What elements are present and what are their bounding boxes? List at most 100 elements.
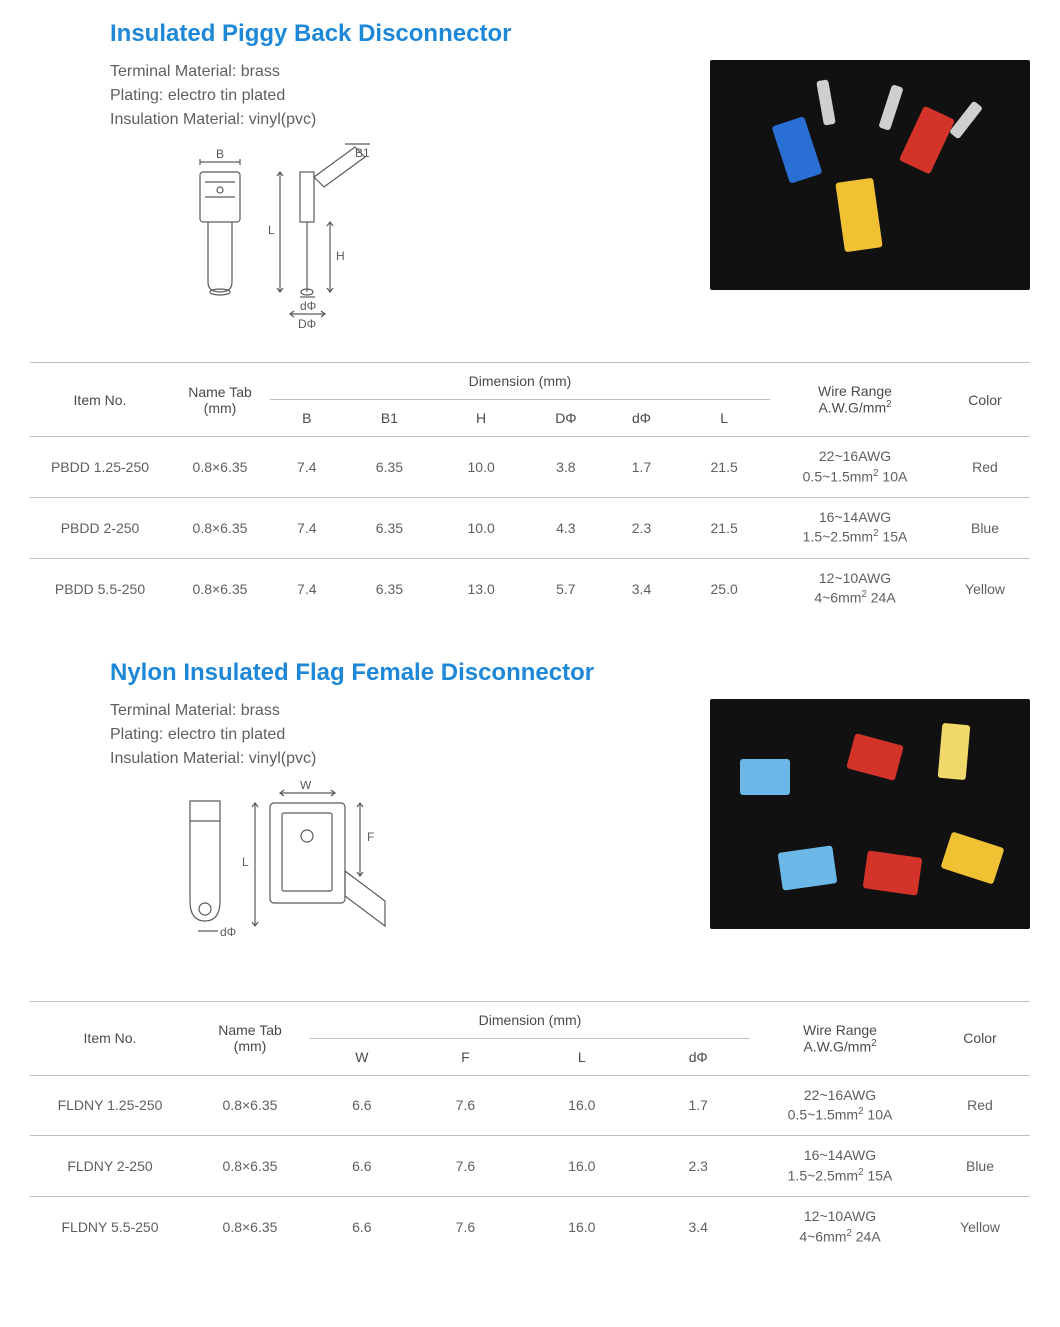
cell-dim: 7.6: [414, 1197, 518, 1257]
th-item: Item No.: [84, 1030, 137, 1046]
spec-plating: Plating: electro tin plated: [110, 84, 690, 108]
diagram-label-d: dΦ: [300, 299, 316, 313]
cell-dim: 3.4: [646, 1197, 750, 1257]
material-specs: Terminal Material: brass Plating: electr…: [110, 60, 690, 132]
diagram-label-B1: B1: [355, 146, 370, 160]
section-piggyback: Insulated Piggy Back Disconnector Termin…: [30, 20, 1030, 619]
th-color: Color: [968, 392, 1001, 408]
cell-dim: 21.5: [678, 437, 770, 498]
table-row: FLDNY 2-2500.8×6.356.67.616.02.316~14AWG…: [30, 1136, 1030, 1197]
table-row: PBDD 2-2500.8×6.357.46.3510.04.32.321.51…: [30, 497, 1030, 558]
product-photo: [710, 699, 1030, 929]
diagram-label-L: L: [242, 855, 249, 869]
cell-dim: 1.7: [605, 437, 679, 498]
product-photo: [710, 60, 1030, 290]
cell-dim: 7.4: [270, 558, 344, 618]
cell-dim: 25.0: [678, 558, 770, 618]
cell-dim: 2.3: [605, 497, 679, 558]
cell-wire: 22~16AWG0.5~1.5mm2 10A: [750, 1075, 930, 1136]
cell-wire: 12~10AWG4~6mm2 24A: [750, 1197, 930, 1257]
cell-dim: 21.5: [678, 497, 770, 558]
table-row: FLDNY 1.25-2500.8×6.356.67.616.01.722~16…: [30, 1075, 1030, 1136]
cell-item: FLDNY 1.25-250: [30, 1075, 190, 1136]
cell-item: PBDD 5.5-250: [30, 558, 170, 618]
cell-nametab: 0.8×6.35: [170, 437, 270, 498]
cell-nametab: 0.8×6.35: [170, 497, 270, 558]
cell-dim: 5.7: [527, 558, 605, 618]
cell-color: Red: [940, 437, 1030, 498]
cell-dim: 16.0: [517, 1136, 646, 1197]
cell-dim: 6.6: [310, 1197, 414, 1257]
section-header: Terminal Material: brass Plating: electr…: [110, 60, 1030, 342]
diagram-label-L: L: [268, 223, 275, 237]
cell-item: FLDNY 5.5-250: [30, 1197, 190, 1257]
cell-dim: 6.6: [310, 1136, 414, 1197]
cell-dim: 2.3: [646, 1136, 750, 1197]
table-row: PBDD 5.5-2500.8×6.357.46.3513.05.73.425.…: [30, 558, 1030, 618]
section-title: Insulated Piggy Back Disconnector: [110, 20, 1030, 48]
technical-diagram: B B1 L H dΦ DΦ: [170, 142, 450, 342]
th-dimension: Dimension (mm): [479, 1012, 582, 1028]
spec-table-2: Item No. Name Tab(mm) Dimension (mm) Wir…: [30, 1001, 1030, 1258]
technical-diagram: W F L dΦ: [170, 781, 450, 981]
diagram-label-F: F: [367, 830, 374, 844]
spec-plating: Plating: electro tin plated: [110, 723, 690, 747]
th-dim: W: [310, 1038, 414, 1075]
th-dim: dΦ: [605, 400, 679, 437]
th-dim: B1: [344, 400, 436, 437]
cell-dim: 3.4: [605, 558, 679, 618]
spec-insulation: Insulation Material: vinyl(pvc): [110, 108, 690, 132]
cell-dim: 4.3: [527, 497, 605, 558]
cell-wire: 16~14AWG1.5~2.5mm2 15A: [750, 1136, 930, 1197]
material-specs: Terminal Material: brass Plating: electr…: [110, 699, 690, 771]
cell-nametab: 0.8×6.35: [170, 558, 270, 618]
th-nametab: Name Tab: [218, 1022, 282, 1038]
th-dim: L: [678, 400, 770, 437]
cell-nametab: 0.8×6.35: [190, 1136, 310, 1197]
section-title: Nylon Insulated Flag Female Disconnector: [110, 659, 1030, 687]
th-nametab: Name Tab: [188, 384, 252, 400]
cell-dim: 7.6: [414, 1075, 518, 1136]
cell-color: Red: [930, 1075, 1030, 1136]
spec-insulation: Insulation Material: vinyl(pvc): [110, 747, 690, 771]
cell-dim: 3.8: [527, 437, 605, 498]
cell-item: PBDD 2-250: [30, 497, 170, 558]
cell-dim: 6.35: [344, 437, 436, 498]
cell-dim: 10.0: [435, 437, 527, 498]
diagram-label-H: H: [336, 249, 345, 263]
th-dim: dΦ: [646, 1038, 750, 1075]
section-flag-female: Nylon Insulated Flag Female Disconnector…: [30, 659, 1030, 1258]
section-header: Terminal Material: brass Plating: electr…: [110, 699, 1030, 981]
cell-nametab: 0.8×6.35: [190, 1075, 310, 1136]
cell-nametab: 0.8×6.35: [190, 1197, 310, 1257]
cell-color: Yellow: [930, 1197, 1030, 1257]
diagram-label-D: DΦ: [298, 317, 316, 331]
cell-dim: 7.6: [414, 1136, 518, 1197]
table-row: PBDD 1.25-2500.8×6.357.46.3510.03.81.721…: [30, 437, 1030, 498]
th-wire: Wire Range: [803, 1022, 877, 1038]
spec-terminal: Terminal Material: brass: [110, 60, 690, 84]
cell-dim: 10.0: [435, 497, 527, 558]
th-dim: F: [414, 1038, 518, 1075]
cell-dim: 13.0: [435, 558, 527, 618]
cell-color: Blue: [930, 1136, 1030, 1197]
cell-item: PBDD 1.25-250: [30, 437, 170, 498]
cell-wire: 22~16AWG0.5~1.5mm2 10A: [770, 437, 940, 498]
cell-dim: 16.0: [517, 1197, 646, 1257]
th-dim: L: [517, 1038, 646, 1075]
diagram-label-d: dΦ: [220, 925, 236, 939]
th-wire: Wire Range: [818, 383, 892, 399]
cell-dim: 6.35: [344, 497, 436, 558]
cell-color: Blue: [940, 497, 1030, 558]
table-row: FLDNY 5.5-2500.8×6.356.67.616.03.412~10A…: [30, 1197, 1030, 1257]
cell-wire: 12~10AWG4~6mm2 24A: [770, 558, 940, 618]
spec-terminal: Terminal Material: brass: [110, 699, 690, 723]
cell-dim: 6.35: [344, 558, 436, 618]
th-dim: DΦ: [527, 400, 605, 437]
cell-dim: 16.0: [517, 1075, 646, 1136]
spec-table-1: Item No. Name Tab(mm) Dimension (mm) Wir…: [30, 362, 1030, 619]
cell-dim: 1.7: [646, 1075, 750, 1136]
diagram-label-B: B: [216, 147, 224, 161]
diagram-label-W: W: [300, 781, 312, 792]
th-dim: H: [435, 400, 527, 437]
